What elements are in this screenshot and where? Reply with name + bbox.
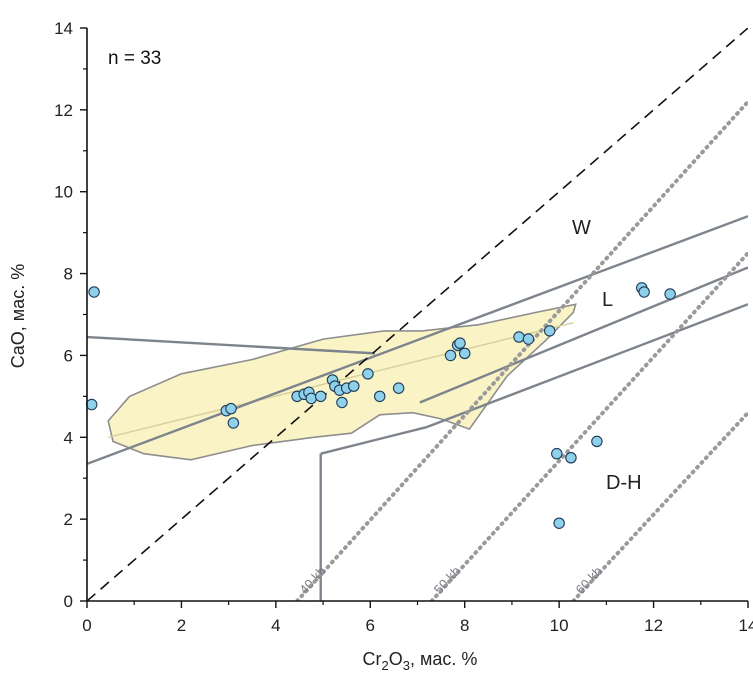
data-point <box>362 368 374 380</box>
isobar-line-1 <box>295 99 748 601</box>
data-point <box>444 349 457 362</box>
field-trend-line <box>108 322 574 438</box>
data-point <box>225 402 237 415</box>
field-layer <box>107 303 577 461</box>
data-point <box>638 286 650 298</box>
y-tick-label: 10 <box>54 183 73 202</box>
data-point <box>664 288 676 300</box>
data-point <box>392 382 405 394</box>
isobar-line-2 <box>429 251 748 601</box>
data-point <box>522 333 535 345</box>
data-point <box>551 447 563 460</box>
data-point <box>373 390 386 403</box>
composition-field <box>107 303 577 461</box>
data-point <box>88 286 100 298</box>
data-point <box>454 337 466 349</box>
boundary-left-connector <box>320 425 428 455</box>
data-point <box>543 325 556 337</box>
y-tick-label: 0 <box>64 592 73 611</box>
data-point <box>305 392 318 405</box>
x-tick-label: 0 <box>82 616 91 635</box>
boundary-lines <box>87 28 748 601</box>
data-point <box>85 398 98 411</box>
x-tick-label: 4 <box>271 616 280 635</box>
x-tick-label: 6 <box>366 616 375 635</box>
data-point <box>458 347 471 360</box>
sample-count: n = 33 <box>108 48 161 69</box>
y-tick-label: 12 <box>54 101 73 120</box>
boundary-L-upper <box>419 266 748 404</box>
isobar-label-3: 60 kb <box>573 564 606 598</box>
x-tick-label: 2 <box>177 616 186 635</box>
field-label-dh: D-H <box>606 472 642 494</box>
x-tick-label: 12 <box>644 616 663 635</box>
boundary-lower-oblique <box>87 215 748 466</box>
data-point <box>227 417 240 429</box>
isobar-label-1: 40 kb <box>296 563 328 597</box>
y-tick-label: 6 <box>64 346 73 365</box>
isobar-line-3 <box>571 410 748 601</box>
x-tick-label: 14 <box>739 616 753 635</box>
data-point <box>591 435 603 448</box>
y-tick-label: 2 <box>64 510 73 529</box>
y-tick-label: 4 <box>64 428 73 447</box>
y-tick-label: 14 <box>54 19 73 38</box>
y-axis-label: CaO, мас. % <box>8 264 28 368</box>
x-tick-label: 10 <box>550 616 569 635</box>
x-axis-label: Cr2O3, мас. % <box>363 649 478 673</box>
isobar-label-2: 50 kb <box>431 563 464 597</box>
field-label-w: W <box>572 217 591 239</box>
axes: 0 2 4 6 8 10 12 14 0 2 4 6 8 10 12 14 <box>54 19 753 635</box>
x-tick-label: 8 <box>460 616 469 635</box>
boundary-upper-horizontal <box>87 335 376 355</box>
boundary-L-lower <box>426 303 748 429</box>
data-point <box>314 390 327 403</box>
data-point <box>565 451 577 464</box>
data-point <box>553 517 565 529</box>
field-label-l: L <box>602 289 613 311</box>
data-point <box>336 396 348 409</box>
data-point <box>348 380 360 392</box>
diagonal-dashed-line <box>87 28 748 601</box>
data-point <box>513 331 525 343</box>
y-tick-label: 8 <box>64 265 73 284</box>
